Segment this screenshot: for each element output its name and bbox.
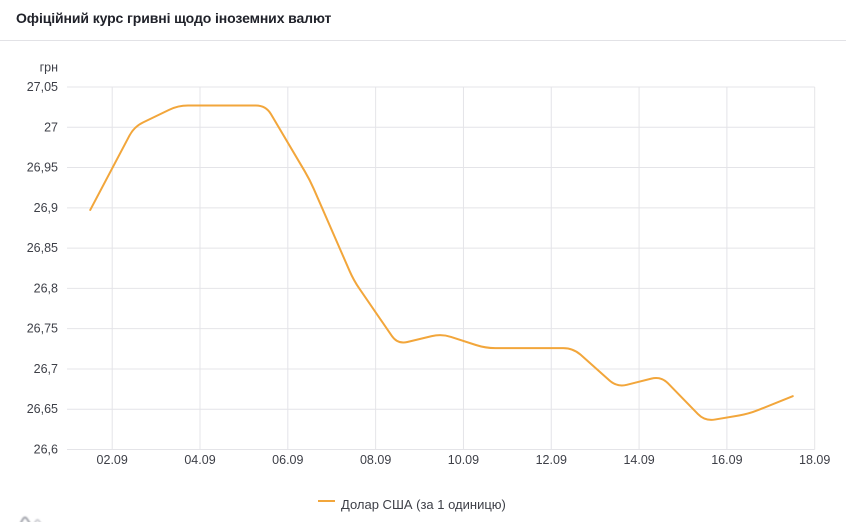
svg-text:06.09: 06.09 (272, 453, 303, 467)
svg-text:18.09: 18.09 (799, 453, 830, 467)
svg-text:10.09: 10.09 (448, 453, 479, 467)
svg-text:26,65: 26,65 (27, 402, 58, 416)
svg-text:26,7: 26,7 (34, 362, 58, 376)
svg-text:26,95: 26,95 (27, 161, 58, 175)
svg-text:27,05: 27,05 (27, 80, 58, 94)
svg-text:04.09: 04.09 (184, 453, 215, 467)
svg-text:26,9: 26,9 (34, 201, 58, 215)
svg-text:26,75: 26,75 (27, 322, 58, 336)
svg-text:12.09: 12.09 (536, 453, 567, 467)
svg-text:26,8: 26,8 (34, 281, 58, 295)
svg-text:грн: грн (40, 61, 59, 75)
svg-text:08.09: 08.09 (360, 453, 391, 467)
svg-text:27: 27 (44, 120, 58, 134)
svg-text:02.09: 02.09 (97, 453, 128, 467)
svg-text:26,85: 26,85 (27, 241, 58, 255)
svg-text:26,6: 26,6 (34, 443, 58, 457)
svg-text:14.09: 14.09 (623, 453, 654, 467)
svg-text:16.09: 16.09 (711, 453, 742, 467)
